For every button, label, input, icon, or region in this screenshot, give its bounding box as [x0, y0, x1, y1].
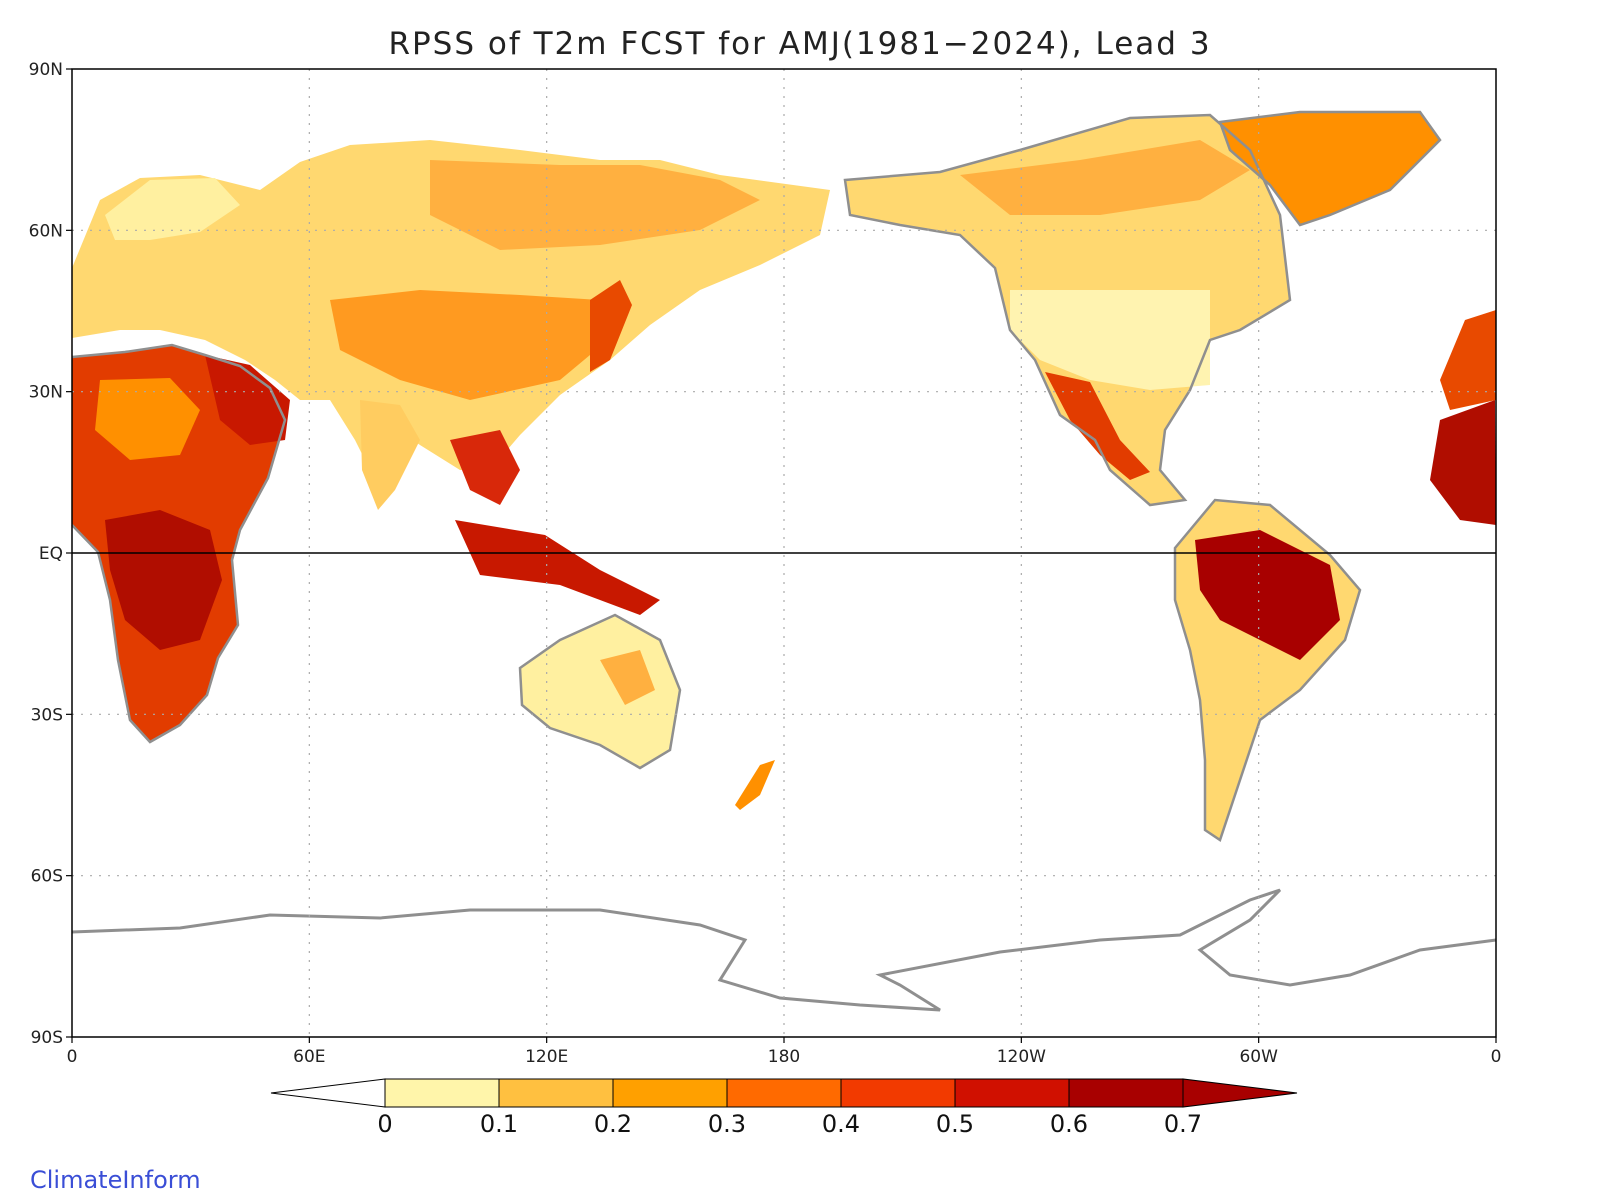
- lat-tick-label: 30N: [29, 383, 63, 403]
- lon-tick-label: 120E: [525, 1047, 568, 1067]
- siberia-band: [430, 160, 760, 250]
- mexico: [1045, 372, 1150, 480]
- colorbar-high-arrow: [1182, 1078, 1298, 1108]
- lat-tick-label: 90S: [31, 1028, 63, 1048]
- colorbar-label: 0.4: [822, 1110, 860, 1138]
- lon-tick-label: 60E: [293, 1047, 325, 1067]
- colorbar-segment: [384, 1078, 500, 1108]
- lon-tick-label: 0: [67, 1047, 78, 1067]
- colorbar-segment: [612, 1078, 728, 1108]
- australia-patch: [600, 650, 655, 705]
- japan: [590, 280, 632, 372]
- colorbar-segment: [954, 1078, 1070, 1108]
- se-asia: [450, 430, 520, 505]
- africa-core: [105, 510, 222, 650]
- lon-tick-label: 0: [1491, 1047, 1502, 1067]
- lat-tick-label: 90N: [29, 60, 63, 80]
- lat-tick-label: 30S: [31, 705, 63, 725]
- coastlines: [71, 110, 1442, 842]
- colorbar-label: 0.5: [936, 1110, 974, 1138]
- scandinavia: [105, 178, 240, 240]
- colorbar-label: 0: [377, 1110, 392, 1138]
- colorbar-label: 0.1: [480, 1110, 518, 1138]
- map-title: RPSS of T2m FCST for AMJ(1981−2024), Lea…: [388, 26, 1212, 62]
- indonesia: [455, 520, 660, 615]
- arabia: [205, 355, 290, 445]
- lon-tick-label: 180: [768, 1047, 800, 1067]
- iberia-east-edge: [1440, 310, 1496, 410]
- antarctica-coast: [71, 888, 1497, 1012]
- amazon-core: [1195, 530, 1340, 660]
- new-zealand: [735, 760, 775, 810]
- colorbar-label: 0.7: [1164, 1110, 1202, 1138]
- usa: [1010, 290, 1210, 390]
- colorbar-low-arrow: [270, 1078, 386, 1108]
- credit-text: ClimateInform: [30, 1166, 201, 1194]
- colorbar: 0 0.1 0.2 0.3 0.4 0.5 0.6 0.7: [270, 1078, 1298, 1138]
- lon-tick-label: 120W: [997, 1047, 1046, 1067]
- west-africa-east-edge: [1430, 400, 1496, 525]
- colorbar-segment: [498, 1078, 614, 1108]
- central-asia: [330, 290, 620, 400]
- canada-north: [960, 140, 1250, 215]
- lat-tick-label: EQ: [39, 544, 63, 564]
- grid-lines: [72, 69, 1496, 1037]
- colorbar-segment: [726, 1078, 842, 1108]
- lat-tick-label: 60N: [29, 221, 63, 241]
- colorbar-label: 0.2: [594, 1110, 632, 1138]
- lat-tick-label: 60S: [31, 867, 63, 887]
- colorbar-label: 0.6: [1050, 1110, 1088, 1138]
- greenland: [1220, 112, 1440, 225]
- land-layer: [71, 112, 1497, 1012]
- colorbar-segment: [840, 1078, 956, 1108]
- india: [360, 400, 420, 510]
- lon-tick-label: 60W: [1239, 1047, 1278, 1067]
- sahara-patch: [95, 378, 200, 460]
- colorbar-label: 0.3: [708, 1110, 746, 1138]
- colorbar-segment: [1068, 1078, 1184, 1108]
